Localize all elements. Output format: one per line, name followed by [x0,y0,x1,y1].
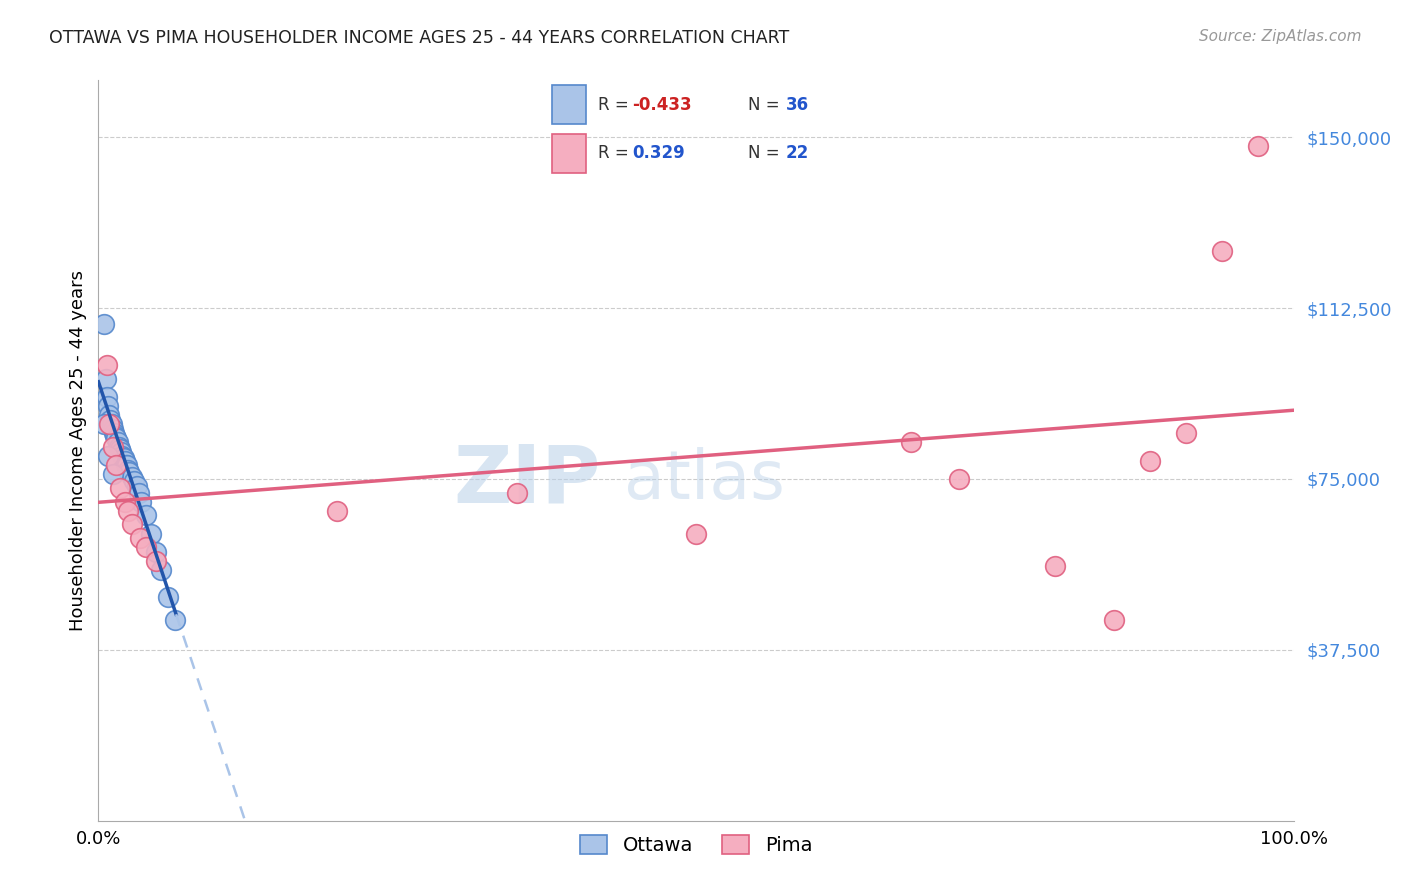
Point [96,358,118,372]
Point [117,504,139,518]
Point [96,390,118,404]
Point [101,467,124,482]
Point [117,463,139,477]
Text: N =: N = [748,96,785,114]
Point [900,435,922,450]
Text: 0.329: 0.329 [633,144,685,161]
Legend: Ottawa, Pima: Ottawa, Pima [572,827,820,863]
Point [111,449,134,463]
Point [105,458,128,473]
Point [97,399,120,413]
Point [139,526,162,541]
Text: R =: R = [598,144,640,161]
Point [108,442,131,457]
Point [506,485,529,500]
Point [110,444,132,458]
Point [98,413,122,427]
Point [948,472,970,486]
Text: 36: 36 [786,96,808,114]
Point [112,451,135,466]
Point [107,435,129,450]
Point [93,317,115,331]
Point [1211,244,1233,259]
Point [1175,426,1198,441]
Text: R =: R = [598,96,634,114]
Point [1043,558,1066,573]
Text: OTTAWA VS PIMA HOUSEHOLDER INCOME AGES 25 - 44 YEARS CORRELATION CHART: OTTAWA VS PIMA HOUSEHOLDER INCOME AGES 2… [49,29,789,46]
Point [1139,453,1161,467]
Point [93,417,115,432]
Point [145,554,167,568]
Point [685,526,707,541]
Point [124,474,146,488]
Point [114,453,136,467]
Point [107,440,129,454]
Point [118,465,141,479]
Point [104,428,127,442]
Point [149,563,172,577]
Point [97,449,120,463]
Point [1104,613,1126,627]
Point [101,422,124,436]
Text: N =: N = [748,144,785,161]
Point [103,426,125,441]
Point [98,417,121,432]
Text: -0.433: -0.433 [633,96,692,114]
Point [115,458,138,473]
Point [114,494,136,508]
Point [145,545,167,559]
Point [125,479,148,493]
Text: atlas: atlas [624,447,785,513]
Point [135,541,157,555]
Point [1247,139,1270,153]
Point [100,417,122,432]
Point [156,591,179,605]
Point [326,504,349,518]
Y-axis label: Householder Income Ages 25 - 44 years: Householder Income Ages 25 - 44 years [69,270,87,631]
Text: ZIP: ZIP [453,441,600,519]
Point [135,508,157,523]
Text: Source: ZipAtlas.com: Source: ZipAtlas.com [1198,29,1361,44]
Text: 22: 22 [786,144,808,161]
Point [98,408,121,422]
Point [101,440,124,454]
Point [121,469,143,483]
Point [115,458,138,473]
Point [105,431,128,445]
Point [128,485,150,500]
Point [94,372,117,386]
Bar [551,134,586,173]
Point [108,481,131,495]
Point [121,517,143,532]
Bar [551,86,586,124]
Point [131,494,153,508]
Point [163,613,186,627]
Point [129,531,152,545]
